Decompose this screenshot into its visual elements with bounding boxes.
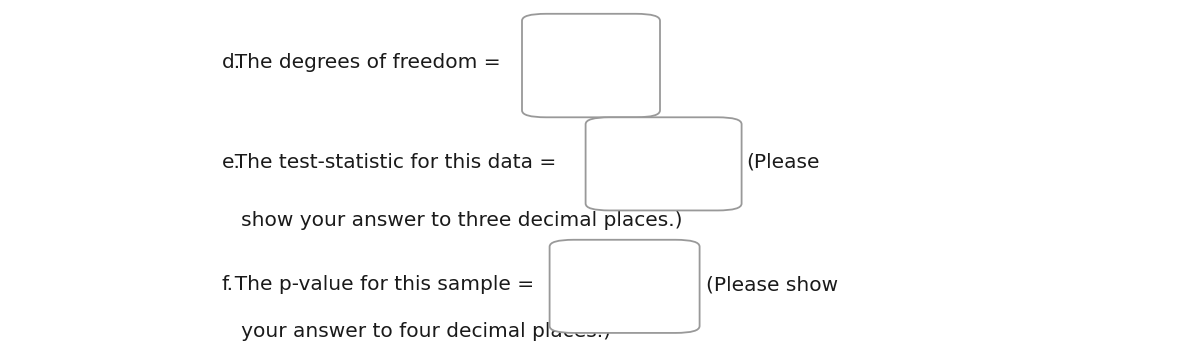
Text: (Please show: (Please show <box>706 275 838 294</box>
FancyBboxPatch shape <box>522 14 660 117</box>
FancyBboxPatch shape <box>586 117 742 210</box>
Text: your answer to four decimal places.): your answer to four decimal places.) <box>222 322 611 341</box>
FancyBboxPatch shape <box>550 240 700 333</box>
Text: The degrees of freedom =: The degrees of freedom = <box>222 52 500 72</box>
Text: show your answer to three decimal places.): show your answer to three decimal places… <box>222 211 683 230</box>
Text: The p-value for this sample =: The p-value for this sample = <box>222 275 534 294</box>
Text: The test-statistic for this data =: The test-statistic for this data = <box>222 152 557 172</box>
Text: e.: e. <box>222 152 241 172</box>
Text: f.: f. <box>222 275 234 294</box>
Text: d.: d. <box>222 52 241 72</box>
Text: (Please: (Please <box>746 152 820 172</box>
